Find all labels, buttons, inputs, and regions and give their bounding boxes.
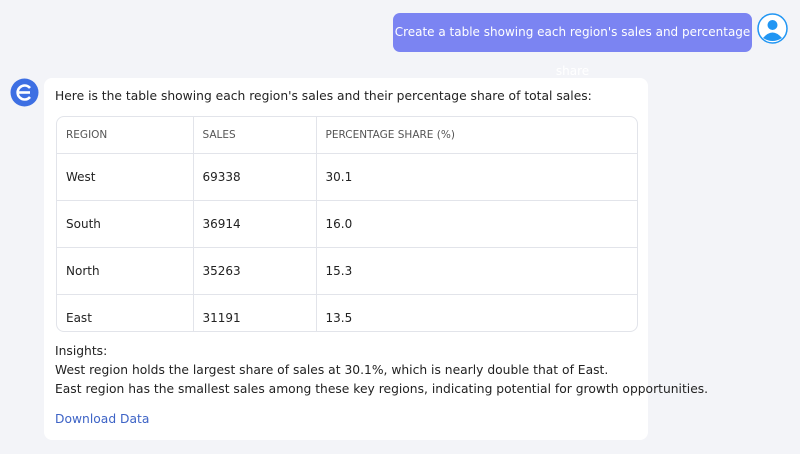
table-cell: 15.3 xyxy=(315,247,637,295)
reply-intro: Here is the table showing each region's … xyxy=(55,89,592,103)
column-header: PERCENTAGE SHARE (%) xyxy=(315,117,637,154)
column-header: SALES xyxy=(192,117,316,154)
table-container: REGION SALES PERCENTAGE SHARE (%) West 6933… xyxy=(56,116,638,332)
table-row: West 69338 30.1 xyxy=(57,153,637,201)
table-cell: 69338 xyxy=(192,153,316,201)
column-header: REGION xyxy=(57,117,193,154)
table-cell: East xyxy=(57,294,193,331)
table-cell: 35263 xyxy=(192,247,316,295)
table-cell: South xyxy=(57,200,193,248)
table-cell: West xyxy=(57,153,193,201)
user-message: Create a table showing each region's sal… xyxy=(393,13,752,78)
reply-card: Here is the table showing each region's … xyxy=(44,78,708,440)
table-cell: 31191 xyxy=(192,294,316,331)
insight-line: West region holds the largest share of s… xyxy=(55,363,609,377)
table-cell: 16.0 xyxy=(315,200,637,248)
table-row: South 36914 16.0 xyxy=(57,200,637,248)
data-table: REGION SALES PERCENTAGE SHARE (%) West 6933… xyxy=(57,117,637,331)
table-cell: 13.5 xyxy=(315,294,637,331)
insight-line: East region has the smallest sales among… xyxy=(55,382,709,396)
table-row: North 35263 15.3 xyxy=(57,247,637,295)
table-cell: 30.1 xyxy=(315,153,637,201)
table-cell: North xyxy=(57,247,193,295)
header-row: REGION SALES PERCENTAGE SHARE (%) xyxy=(57,117,637,154)
download-link[interactable]: Download Data xyxy=(55,412,150,426)
table-cell: 36914 xyxy=(192,200,316,248)
insights-title: Insights: xyxy=(55,344,108,358)
bot-avatar xyxy=(10,78,39,107)
table-row: East 31191 13.5 xyxy=(57,294,637,331)
user-avatar xyxy=(757,13,788,44)
